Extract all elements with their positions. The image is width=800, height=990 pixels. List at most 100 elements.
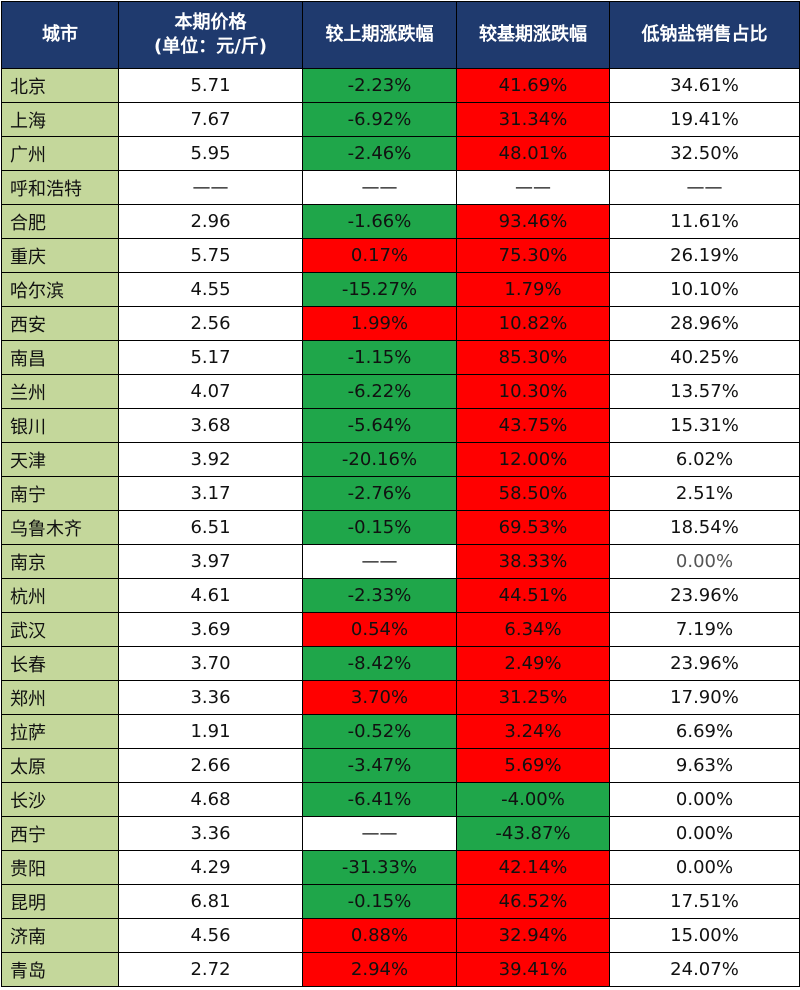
table-row: 上海 7.67 -6.92% 31.34% 19.41%: [1, 102, 800, 137]
low-sodium-share-cell: 0.00%: [609, 850, 800, 885]
price-cell: 3.68: [118, 408, 303, 443]
city-cell: 太原: [1, 748, 119, 783]
city-cell: 北京: [1, 68, 119, 103]
price-cell: ——: [118, 170, 303, 205]
city-cell: 西宁: [1, 816, 119, 851]
low-sodium-share-cell: 24.07%: [609, 952, 800, 987]
city-cell: 银川: [1, 408, 119, 443]
table-row: 武汉 3.69 0.54% 6.34% 7.19%: [1, 612, 800, 647]
change-base-cell: 48.01%: [456, 136, 610, 171]
price-cell: 1.91: [118, 714, 303, 749]
city-cell: 合肥: [1, 204, 119, 239]
change-prev-cell: 0.17%: [302, 238, 457, 273]
price-cell: 5.75: [118, 238, 303, 273]
change-prev-cell: -0.15%: [302, 510, 457, 545]
price-cell: 3.97: [118, 544, 303, 579]
change-base-cell: 69.53%: [456, 510, 610, 545]
table-row: 太原 2.66 -3.47% 5.69% 9.63%: [1, 748, 800, 783]
change-base-cell: 32.94%: [456, 918, 610, 953]
table-row: 郑州 3.36 3.70% 31.25% 17.90%: [1, 680, 800, 715]
low-sodium-share-cell: 40.25%: [609, 340, 800, 375]
price-cell: 4.29: [118, 850, 303, 885]
table-row: 南京 3.97 —— 38.33% 0.00%: [1, 544, 800, 579]
city-cell: 武汉: [1, 612, 119, 647]
table-row: 北京 5.71 -2.23% 41.69% 34.61%: [1, 68, 800, 103]
change-base-cell: 31.25%: [456, 680, 610, 715]
table-row: 西宁 3.36 —— -43.87% 0.00%: [1, 816, 800, 851]
city-cell: 南昌: [1, 340, 119, 375]
header-city: 城市: [1, 1, 119, 69]
table-row: 长沙 4.68 -6.41% -4.00% 0.00%: [1, 782, 800, 817]
table-row: 乌鲁木齐 6.51 -0.15% 69.53% 18.54%: [1, 510, 800, 545]
change-prev-cell: -1.15%: [302, 340, 457, 375]
low-sodium-share-cell: 17.51%: [609, 884, 800, 919]
table-row: 南昌 5.17 -1.15% 85.30% 40.25%: [1, 340, 800, 375]
low-sodium-share-cell: 19.41%: [609, 102, 800, 137]
change-base-cell: 1.79%: [456, 272, 610, 307]
low-sodium-share-cell: 7.19%: [609, 612, 800, 647]
price-cell: 3.70: [118, 646, 303, 681]
change-base-cell: ——: [456, 170, 610, 205]
price-cell: 4.07: [118, 374, 303, 409]
low-sodium-share-cell: 23.96%: [609, 578, 800, 613]
price-cell: 4.61: [118, 578, 303, 613]
change-prev-cell: -2.23%: [302, 68, 457, 103]
city-cell: 青岛: [1, 952, 119, 987]
price-cell: 7.67: [118, 102, 303, 137]
city-cell: 南宁: [1, 476, 119, 511]
low-sodium-share-cell: 0.00%: [609, 816, 800, 851]
change-prev-cell: 2.94%: [302, 952, 457, 987]
city-cell: 昆明: [1, 884, 119, 919]
change-prev-cell: ——: [302, 170, 457, 205]
city-cell: 贵阳: [1, 850, 119, 885]
city-cell: 广州: [1, 136, 119, 171]
table-row: 拉萨 1.91 -0.52% 3.24% 6.69%: [1, 714, 800, 749]
low-sodium-share-cell: 26.19%: [609, 238, 800, 273]
change-base-cell: 44.51%: [456, 578, 610, 613]
change-base-cell: 31.34%: [456, 102, 610, 137]
table-row: 重庆 5.75 0.17% 75.30% 26.19%: [1, 238, 800, 273]
city-cell: 天津: [1, 442, 119, 477]
low-sodium-share-cell: 10.10%: [609, 272, 800, 307]
change-base-cell: 39.41%: [456, 952, 610, 987]
change-base-cell: 10.30%: [456, 374, 610, 409]
price-cell: 6.81: [118, 884, 303, 919]
change-prev-cell: 3.70%: [302, 680, 457, 715]
city-cell: 重庆: [1, 238, 119, 273]
change-base-cell: 58.50%: [456, 476, 610, 511]
change-base-cell: 2.49%: [456, 646, 610, 681]
table-row: 贵阳 4.29 -31.33% 42.14% 0.00%: [1, 850, 800, 885]
table-row: 广州 5.95 -2.46% 48.01% 32.50%: [1, 136, 800, 171]
change-base-cell: 6.34%: [456, 612, 610, 647]
price-cell: 2.56: [118, 306, 303, 341]
low-sodium-share-cell: 18.54%: [609, 510, 800, 545]
change-prev-cell: 0.88%: [302, 918, 457, 953]
city-cell: 拉萨: [1, 714, 119, 749]
change-base-cell: 43.75%: [456, 408, 610, 443]
price-cell: 2.96: [118, 204, 303, 239]
change-base-cell: 46.52%: [456, 884, 610, 919]
change-base-cell: 3.24%: [456, 714, 610, 749]
city-cell: 郑州: [1, 680, 119, 715]
table-row: 西安 2.56 1.99% 10.82% 28.96%: [1, 306, 800, 341]
header-price: 本期价格 (单位：元/斤): [118, 1, 303, 69]
low-sodium-share-cell: 6.69%: [609, 714, 800, 749]
change-prev-cell: ——: [302, 544, 457, 579]
change-prev-cell: -15.27%: [302, 272, 457, 307]
header-change-base: 较基期涨跌幅: [456, 1, 610, 69]
city-cell: 呼和浩特: [1, 170, 119, 205]
low-sodium-share-cell: 0.00%: [609, 544, 800, 579]
price-cell: 4.68: [118, 782, 303, 817]
table-header: 城市 本期价格 (单位：元/斤) 较上期涨跌幅 较基期涨跌幅 低钠盐销售占比: [1, 1, 800, 69]
change-prev-cell: -2.46%: [302, 136, 457, 171]
city-cell: 乌鲁木齐: [1, 510, 119, 545]
city-cell: 南京: [1, 544, 119, 579]
change-base-cell: 42.14%: [456, 850, 610, 885]
change-prev-cell: -1.66%: [302, 204, 457, 239]
price-cell: 5.71: [118, 68, 303, 103]
header-price-unit: (单位：元/斤): [153, 36, 268, 57]
low-sodium-share-cell: 0.00%: [609, 782, 800, 817]
low-sodium-share-cell: 23.96%: [609, 646, 800, 681]
change-prev-cell: 1.99%: [302, 306, 457, 341]
